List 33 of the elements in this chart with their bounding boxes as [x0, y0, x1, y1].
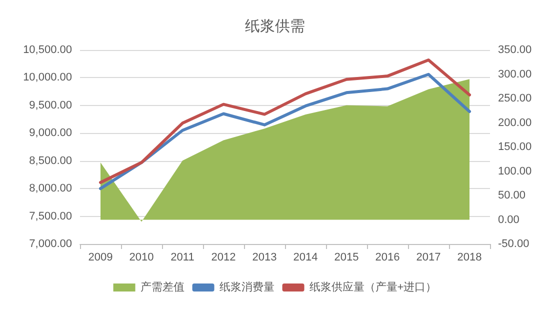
line-series: [99, 72, 471, 190]
x-tick-label: 2012: [211, 252, 236, 264]
y2-tick-label: 250.00: [498, 92, 532, 104]
y-tick-label: 10,000.00: [23, 72, 72, 84]
legend-label: 纸浆供应量（产量+进口）: [309, 280, 437, 294]
line-series: [99, 58, 471, 184]
legend-label: 纸浆消费量: [219, 280, 274, 294]
y-tick-label: 9,000.00: [29, 127, 72, 140]
y-tick-label: 8,000.00: [29, 182, 72, 195]
y2-tick-label: 200.00: [498, 116, 532, 129]
x-tick-label: 2017: [416, 252, 441, 264]
y2-tick-label: 100.00: [498, 165, 532, 178]
x-tick-label: 2015: [334, 252, 359, 264]
y-tick-label: 10,500.00: [23, 44, 72, 56]
y-tick-label: 7,500.00: [29, 210, 72, 222]
y2-tick-label: 150.00: [498, 141, 532, 153]
x-tick-label: 2009: [88, 252, 113, 264]
x-tick-label: 2010: [129, 252, 154, 264]
y2-tick-label: 350.00: [498, 44, 532, 56]
y-tick-label: 8,500.00: [29, 154, 72, 167]
x-tick-label: 2013: [252, 252, 277, 264]
y2-tick-label: -50.00: [498, 238, 530, 250]
y-tick-label: 7,000.00: [29, 238, 72, 250]
chart-title: 纸浆供需: [245, 18, 305, 35]
x-tick-label: 2018: [457, 252, 482, 264]
y2-tick-label: 50.00: [498, 190, 526, 202]
x-tick-label: 2011: [170, 252, 194, 264]
legend-label: 产需差值: [140, 280, 184, 294]
x-tick-label: 2014: [293, 252, 318, 264]
y2-tick-label: 300.00: [498, 68, 532, 80]
x-tick-label: 2016: [375, 252, 400, 264]
y2-tick-label: 0.00: [498, 214, 520, 226]
y-tick-label: 9,500.00: [29, 99, 72, 112]
